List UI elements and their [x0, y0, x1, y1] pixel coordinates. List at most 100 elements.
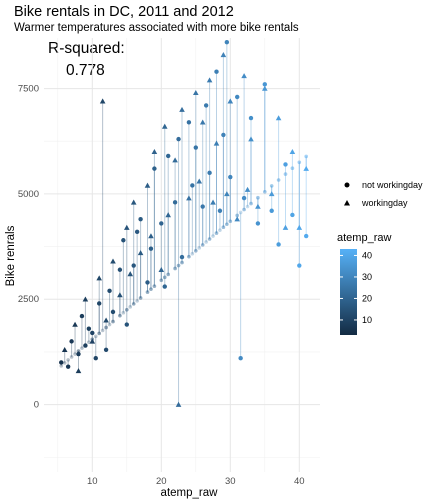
fitted-point: [298, 161, 302, 165]
data-point-not-workingday: [152, 166, 156, 170]
data-point-workingday: [276, 115, 282, 120]
data-point-not-workingday: [190, 183, 194, 187]
data-point-workingday: [290, 149, 296, 154]
colorbar-tick-label: 40: [362, 250, 372, 260]
fitted-point: [197, 246, 201, 250]
data-point-not-workingday: [235, 95, 239, 99]
data-point-not-workingday: [225, 40, 229, 44]
data-point-workingday: [196, 178, 202, 183]
y-axis-title: Bike renrals: [5, 225, 17, 286]
fitted-point: [139, 296, 143, 300]
fitted-point: [153, 284, 157, 288]
fitted-point: [180, 261, 184, 265]
data-point-not-workingday: [125, 322, 129, 326]
fitted-point: [208, 237, 212, 241]
data-point-not-workingday: [135, 230, 139, 234]
colorbar-tick-label: 10: [362, 315, 372, 325]
data-point-not-workingday: [104, 348, 108, 352]
data-point-not-workingday: [207, 171, 211, 175]
data-point-workingday: [241, 73, 247, 78]
x-tick-label: 10: [87, 476, 98, 487]
fitted-point: [249, 202, 253, 206]
data-point-workingday: [90, 339, 96, 344]
x-tick-label: 20: [156, 476, 167, 487]
data-point-workingday: [283, 225, 289, 230]
fitted-point: [135, 299, 139, 303]
colorbar-tick-label: 20: [362, 293, 372, 303]
fitted-point: [108, 323, 112, 327]
fitted-point: [128, 305, 132, 309]
fitted-point: [63, 361, 67, 365]
data-point-not-workingday: [145, 280, 149, 284]
y-tick-label: 2500: [18, 294, 39, 305]
data-point-workingday: [210, 200, 216, 205]
fitted-point: [218, 228, 222, 232]
data-point-not-workingday: [59, 360, 63, 364]
data-point-workingday: [159, 267, 165, 272]
fitted-point: [222, 225, 226, 229]
fitted-point: [211, 234, 215, 238]
data-point-workingday: [228, 98, 234, 103]
data-point-workingday: [62, 347, 68, 352]
data-point-not-workingday: [97, 301, 101, 305]
data-point-workingday: [152, 149, 158, 154]
fitted-point: [149, 287, 153, 291]
fitted-point: [239, 211, 243, 215]
data-point-workingday: [179, 107, 185, 112]
y-tick-label: 0: [34, 400, 39, 411]
fitted-point: [80, 346, 84, 350]
data-point-not-workingday: [283, 162, 287, 166]
y-tick-label: 7500: [18, 84, 39, 95]
fitted-point: [215, 231, 219, 235]
fitted-point: [163, 276, 167, 280]
fitted-point: [263, 190, 267, 194]
fitted-point: [132, 302, 136, 306]
data-point-not-workingday: [270, 209, 274, 213]
data-point-not-workingday: [221, 133, 225, 137]
fitted-point: [187, 255, 191, 259]
data-point-workingday: [303, 166, 309, 171]
data-point-workingday: [100, 98, 106, 103]
fitted-point: [104, 326, 108, 330]
data-point-not-workingday: [118, 268, 122, 272]
data-point-not-workingday: [163, 284, 167, 288]
data-point-not-workingday: [121, 238, 125, 242]
data-point-not-workingday: [149, 246, 153, 250]
y-tick-label: 5000: [18, 189, 39, 200]
data-point-not-workingday: [204, 103, 208, 107]
data-point-not-workingday: [194, 145, 198, 149]
data-point-workingday: [138, 250, 144, 255]
data-point-workingday: [193, 90, 199, 95]
data-point-not-workingday: [218, 209, 222, 213]
fitted-point: [101, 329, 105, 333]
fitted-point: [225, 222, 229, 226]
residual-segments: [59, 42, 308, 404]
fitted-point: [304, 155, 308, 159]
legend-entry-label: not workingday: [362, 180, 423, 190]
data-point-not-workingday: [83, 343, 87, 347]
data-point-not-workingday: [214, 70, 218, 74]
data-point-not-workingday: [107, 289, 111, 293]
shape-legend: not workingday workingday: [344, 180, 423, 208]
data-point-workingday: [148, 233, 154, 238]
x-tick-label: 30: [225, 476, 236, 487]
data-point-workingday: [165, 212, 171, 217]
fitted-point: [66, 358, 70, 362]
data-point-not-workingday: [87, 327, 91, 331]
fitted-point: [291, 166, 295, 170]
x-tick-label: 40: [294, 476, 305, 487]
x-axis-title: atemp_raw: [161, 487, 219, 499]
fitted-point: [125, 308, 129, 312]
colorbar: [340, 249, 357, 335]
data-point-not-workingday: [242, 196, 246, 200]
data-point-workingday: [221, 52, 227, 57]
data-point-not-workingday: [249, 116, 253, 120]
fitted-point: [160, 278, 164, 282]
fitted-point: [256, 196, 260, 200]
data-point-workingday: [117, 292, 123, 297]
fitted-point: [118, 314, 122, 318]
data-point-workingday: [297, 225, 303, 230]
data-point-workingday: [145, 183, 151, 188]
fitted-point: [242, 208, 246, 212]
data-point-workingday: [186, 195, 192, 200]
